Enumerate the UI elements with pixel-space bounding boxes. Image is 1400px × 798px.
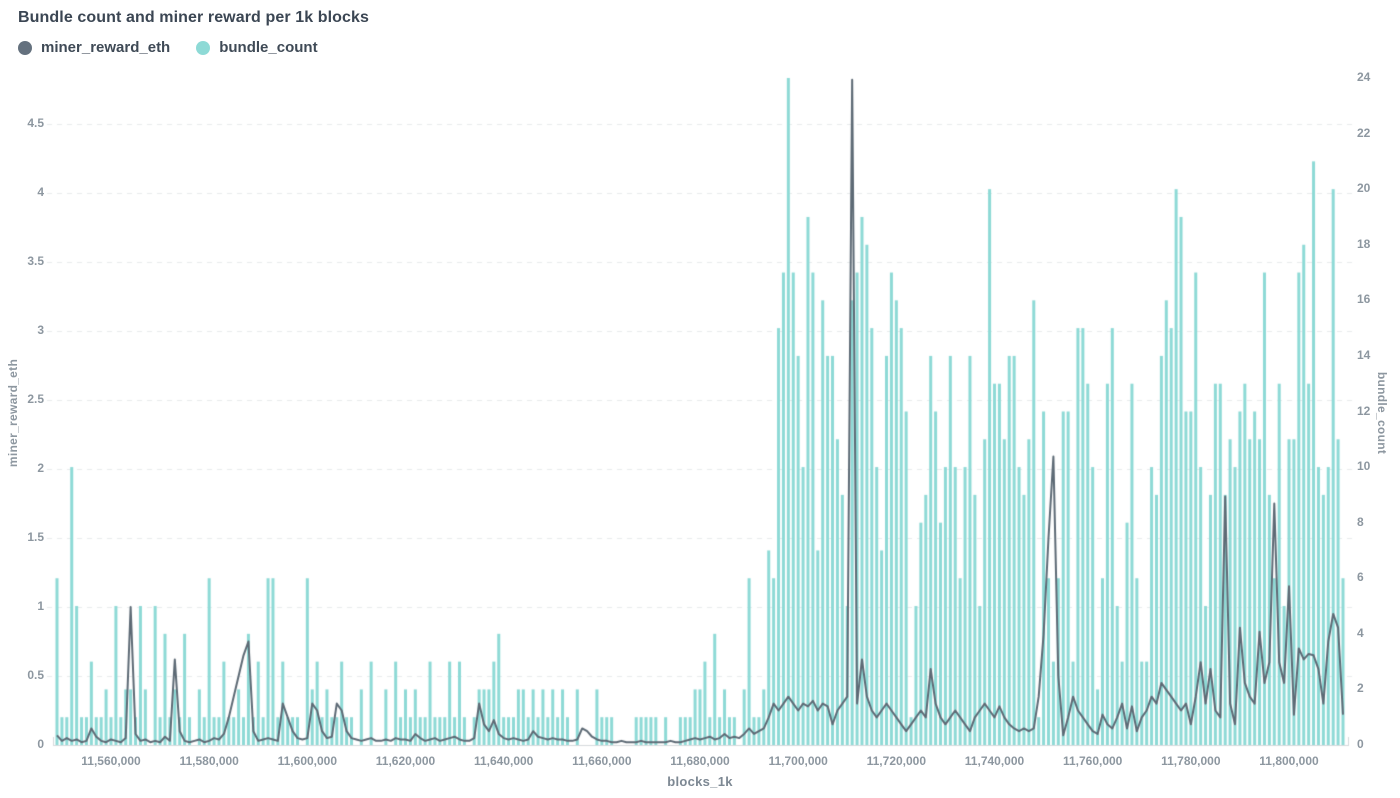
legend-label: bundle_count: [219, 39, 318, 56]
y-right-tick-label: 24: [1357, 70, 1371, 84]
y-left-tick-label: 1: [37, 599, 44, 613]
chart-title: Bundle count and miner reward per 1k blo…: [18, 9, 370, 26]
x-tick-label: 11,640,000: [473, 754, 534, 768]
y-right-tick-label: 14: [1357, 347, 1371, 362]
y-right-tick-label: 8: [1357, 514, 1364, 529]
y-right-tick-label: 20: [1357, 181, 1371, 196]
y-left-tick-label: 1.5: [27, 530, 44, 544]
x-tick-label: 11,580,000: [179, 754, 239, 768]
y-left-tick-label: 0.5: [27, 668, 44, 682]
y-left-tick-label: 4: [37, 185, 44, 199]
legend: miner_reward_eth bundle_count: [18, 39, 318, 56]
y-left-tick-label: 3: [37, 323, 44, 337]
y-right-tick-label: 10: [1357, 459, 1371, 474]
y-left-tick-label: 0: [37, 737, 44, 751]
y-axis-title-right: bundle_count: [1375, 371, 1389, 455]
y-right-tick-label: 4: [1357, 625, 1364, 640]
legend-label: miner_reward_eth: [41, 39, 171, 56]
x-tick-label: 11,660,000: [572, 754, 632, 768]
legend-item-miner-reward-eth[interactable]: miner_reward_eth: [18, 39, 170, 56]
x-tick-label: 11,680,000: [670, 754, 730, 768]
legend-item-bundle-count[interactable]: bundle_count: [196, 39, 318, 56]
x-tick-label: 11,780,000: [1161, 754, 1221, 768]
x-tick-label: 11,720,000: [866, 754, 927, 768]
x-tick-label: 11,700,000: [768, 754, 828, 768]
legend-dot-miner-reward-icon: [18, 40, 32, 55]
x-tick-label: 11,560,000: [81, 754, 141, 768]
y-right-tick-label: 12: [1357, 403, 1371, 418]
x-axis-title: blocks_1k: [667, 774, 733, 789]
y-left-tick-label: 4.5: [27, 116, 44, 130]
x-tick-label: 11,600,000: [277, 754, 338, 768]
x-tick-label: 11,620,000: [375, 754, 436, 768]
y-left-tick-label: 3.5: [27, 254, 44, 268]
y-left-tick-label: 2.5: [27, 392, 44, 406]
y-left-tick-label: 2: [37, 461, 44, 475]
x-tick-label: 11,760,000: [1062, 754, 1123, 768]
y-right-tick-label: 6: [1357, 570, 1364, 585]
y-right-tick-label: 18: [1357, 236, 1371, 251]
legend-dot-bundle-count-icon: [196, 40, 211, 55]
y-right-tick-label: 0: [1357, 737, 1364, 751]
y-right-tick-label: 22: [1357, 125, 1371, 140]
y-axis-title-left: miner_reward_eth: [6, 358, 20, 468]
x-tick-label: 11,800,000: [1259, 754, 1319, 768]
y-right-tick-label: 16: [1357, 292, 1371, 307]
y-right-tick-label: 2: [1357, 681, 1364, 696]
x-tick-label: 11,740,000: [964, 754, 1025, 768]
